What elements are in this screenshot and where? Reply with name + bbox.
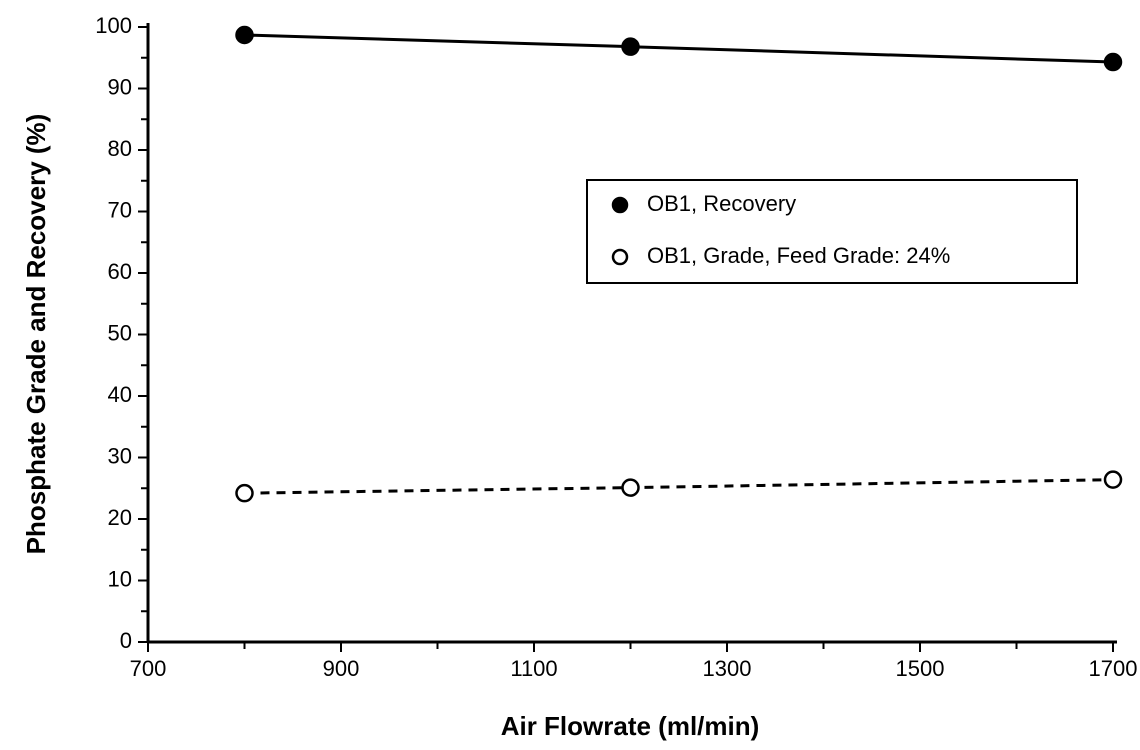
y-tick-label: 30 [108,443,132,468]
legend-marker [611,248,629,266]
y-tick-label: 70 [108,197,132,222]
series-line [244,478,1114,495]
data-point [621,478,640,497]
y-axis-label: Phosphate Grade and Recovery (%) [21,114,51,555]
x-tick-label: 1300 [703,656,752,681]
y-tick-label: 0 [120,628,132,653]
legend-label: OB1, Recovery [647,191,796,216]
data-point [1103,52,1123,72]
x-tick-label: 900 [323,656,360,681]
x-tick-label: 700 [130,656,167,681]
data-point [621,37,640,56]
series-line [244,33,1114,64]
legend-box [586,179,1078,284]
x-tick-label: 1700 [1089,656,1138,681]
legend-label: OB1, Grade, Feed Grade: 24% [647,243,950,268]
y-tick-label: 20 [108,505,132,530]
y-tick-label: 80 [108,136,132,161]
data-point [1103,470,1123,489]
data-point [235,25,254,45]
data-point [235,483,254,503]
y-tick-label: 60 [108,259,132,284]
x-axis-label: Air Flowrate (ml/min) [501,711,760,741]
y-tick-label: 50 [108,320,132,345]
y-tick-label: 90 [108,74,132,99]
legend-marker [611,196,629,214]
y-tick-label: 10 [108,566,132,591]
x-tick-label: 1500 [896,656,945,681]
y-tick-label: 100 [95,13,132,38]
y-tick-label: 40 [108,382,132,407]
x-tick-label: 1100 [510,656,557,681]
